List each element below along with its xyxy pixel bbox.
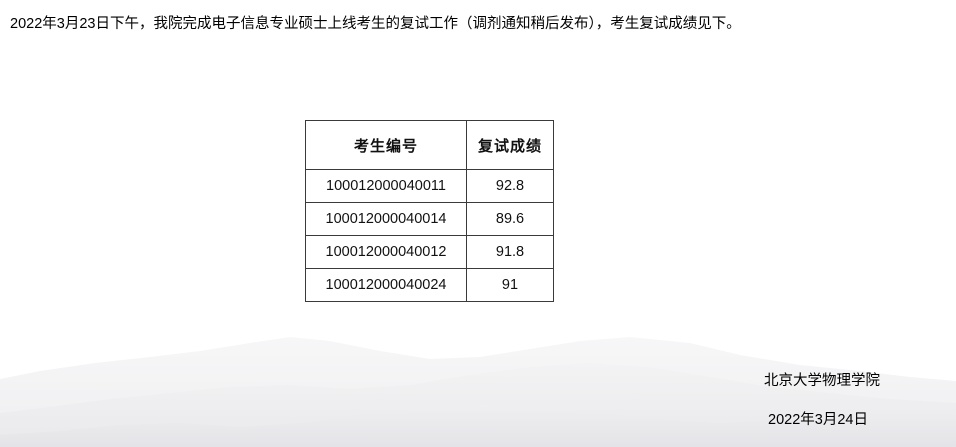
announcement-text: 2022年3月23日下午，我院完成电子信息专业硕士上线考生的复试工作（调剂通知稍… [10,16,741,32]
cell-candidate-id: 100012000040024 [305,268,467,302]
score-table-body: 100012000040011 92.8 100012000040014 89.6 10… [305,169,554,302]
signature-organization: 北京大学物理学院 [764,373,880,389]
table-row: 100012000040011 92.8 [305,169,554,203]
table-row: 100012000040024 91 [305,268,554,302]
cell-score: 91.8 [466,235,554,269]
cell-candidate-id: 100012000040011 [305,169,467,203]
column-header-score: 复试成绩 [466,120,554,170]
column-header-candidate-id: 考生编号 [305,120,467,170]
signature-date: 2022年3月24日 [768,412,868,428]
cell-score: 91 [466,268,554,302]
cell-candidate-id: 100012000040014 [305,202,467,236]
score-table-container: 考生编号 复试成绩 100012000040011 92.8 10001200004… [305,120,554,302]
table-row: 100012000040014 89.6 [305,202,554,236]
cell-candidate-id: 100012000040012 [305,235,467,269]
table-row: 100012000040012 91.8 [305,235,554,269]
cell-score: 92.8 [466,169,554,203]
score-table: 考生编号 复试成绩 100012000040011 92.8 10001200004… [305,120,554,302]
table-header-row: 考生编号 复试成绩 [305,120,554,170]
cell-score: 89.6 [466,202,554,236]
